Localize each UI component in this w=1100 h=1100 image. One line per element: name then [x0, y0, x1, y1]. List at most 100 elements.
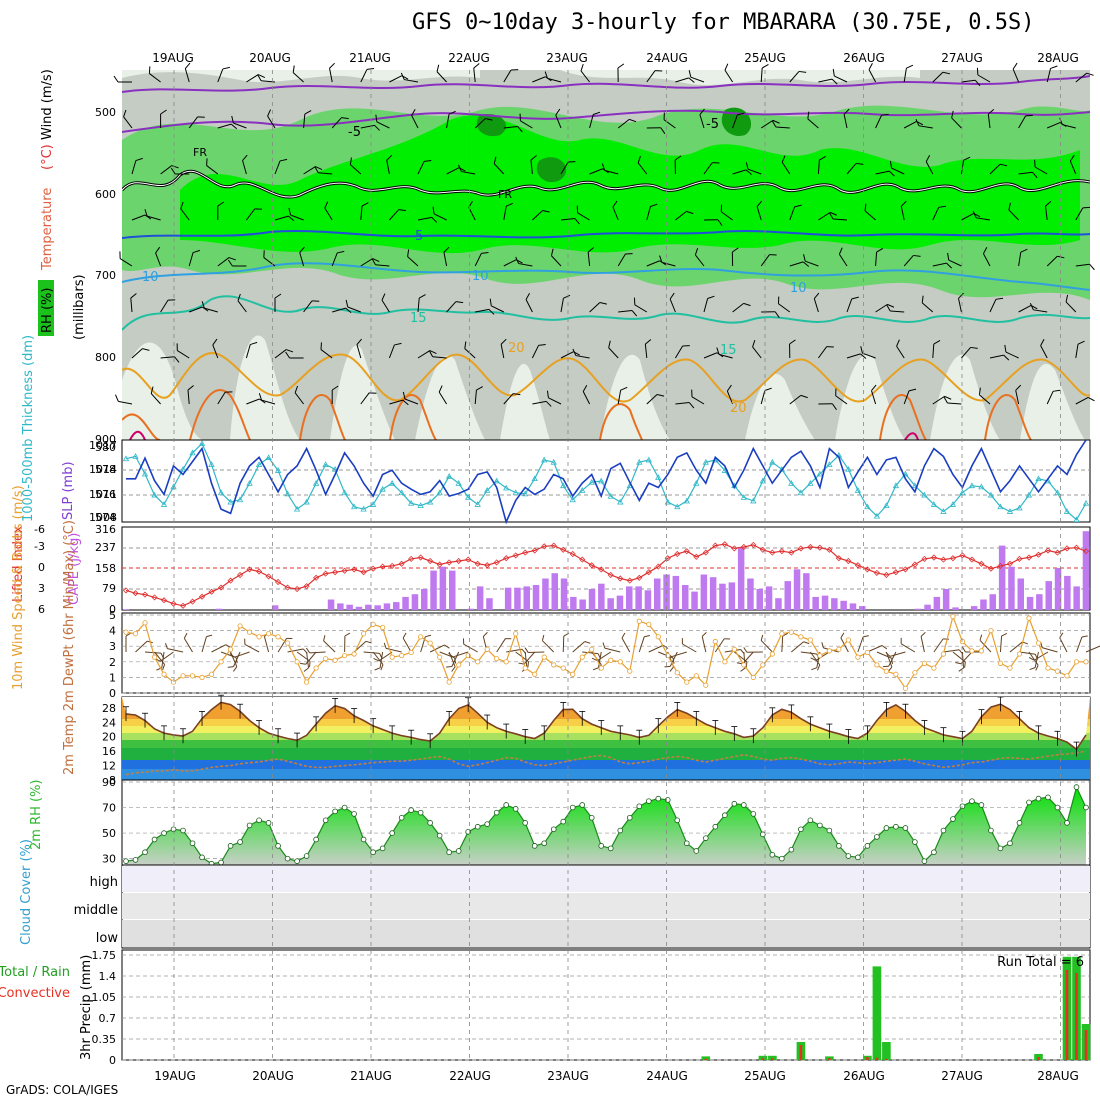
- wind-barb: [515, 256, 533, 267]
- surface-wind-barb: [885, 651, 906, 657]
- cape-bar: [747, 578, 754, 610]
- slp-tick: 1014: [89, 463, 117, 476]
- contour-label: 15: [410, 311, 427, 326]
- rh-axis-label: RH (%): [40, 288, 55, 333]
- wind-barb: [381, 293, 390, 313]
- li-point: [664, 555, 671, 562]
- wind-barb: [303, 166, 323, 175]
- wind-point: [674, 670, 680, 676]
- li-point: [484, 562, 491, 569]
- rh-point: [303, 853, 310, 859]
- wind-barb: [1075, 263, 1095, 271]
- rh-point: [427, 820, 433, 826]
- rh-point: [265, 820, 272, 826]
- surface-wind-barb: [373, 651, 393, 662]
- wind-barb: [123, 109, 133, 129]
- wind-barb: [875, 113, 889, 129]
- rh-point: [1083, 804, 1089, 811]
- surface-wind-barb: [323, 635, 336, 653]
- precip-convective-bar: [761, 1058, 765, 1060]
- rh-point: [674, 817, 681, 824]
- wind-point: [218, 659, 224, 665]
- surface-wind-barb: [1028, 651, 1049, 661]
- li-point: [826, 546, 833, 553]
- wind-barb: [868, 63, 877, 83]
- wind-point: [123, 629, 129, 635]
- wind-barb: [160, 165, 179, 175]
- wind-barbs: [113, 62, 1095, 410]
- wind-point: [798, 634, 804, 640]
- temperature-axis-label: Temperature: [40, 188, 55, 271]
- wind-point: [256, 634, 262, 640]
- cape-bar: [756, 589, 763, 610]
- wind-barb: [446, 301, 464, 313]
- wind-barb: [360, 67, 375, 83]
- rh-90-contour-fill: [180, 115, 1080, 254]
- rh-tick: 50: [102, 827, 116, 840]
- wind-barb: [716, 347, 733, 359]
- wind-barb: [150, 386, 161, 405]
- wind-barb: [576, 205, 590, 221]
- rh-point: [579, 802, 586, 808]
- date-label-bottom: 27AUG: [941, 1069, 983, 1083]
- wind-barb: [846, 162, 864, 175]
- rh-point: [779, 855, 785, 862]
- rh-point: [389, 830, 395, 836]
- isotherm-minus5: [122, 109, 1090, 133]
- wind-barb: [618, 310, 638, 317]
- slp-tick: 1008: [89, 511, 117, 524]
- li-point: [683, 548, 690, 555]
- li-point: [474, 560, 481, 567]
- li-point: [930, 554, 937, 561]
- li-point: [265, 573, 272, 580]
- li-point: [398, 560, 405, 567]
- rh-point: [550, 826, 557, 833]
- wind-yaxis: 0 1 2 3 4 5: [109, 609, 116, 700]
- cape-bar: [523, 586, 530, 610]
- precip-panel: 0 0.35 0.7 1.05 1.4 1.75 Run Total = 6 3hr Pr…: [0, 949, 1091, 1067]
- wind-barb: [726, 384, 734, 405]
- wind-barb: [560, 294, 571, 313]
- rh-dry-region: [415, 355, 485, 440]
- thickness-point: [959, 489, 966, 496]
- thickness-tick: 580: [95, 441, 116, 454]
- li-point: [1006, 560, 1014, 567]
- surface-wind-barb: [1076, 635, 1088, 653]
- wind-point: [237, 623, 243, 629]
- rh-point: [807, 817, 814, 824]
- temp-tick: 28: [102, 702, 116, 715]
- cape-bar: [588, 589, 596, 610]
- wind-barb: [130, 293, 137, 313]
- wind-barb: [674, 155, 682, 175]
- cape-bar: [691, 591, 698, 610]
- temperature-unit-label: (°C): [40, 144, 55, 170]
- rh-tick: 90: [102, 776, 116, 789]
- wind-point: [323, 656, 329, 662]
- thickness-point: [674, 503, 681, 510]
- rh-point: [617, 827, 624, 834]
- wind-point: [589, 646, 595, 652]
- thickness-tick: 574: [95, 511, 116, 524]
- precip-total-bar: [768, 1055, 777, 1060]
- rh-point: [541, 840, 548, 847]
- thickness-point: [455, 480, 462, 486]
- surface-wind-barb: [602, 642, 621, 653]
- date-label-top: 21AUG: [349, 51, 391, 65]
- thickness-point: [541, 456, 548, 463]
- wind-barb: [443, 246, 450, 267]
- thickness-point: [236, 496, 244, 503]
- date-label-bottom: 22AUG: [449, 1069, 491, 1083]
- wind-point: [170, 679, 177, 685]
- wind-tick: 3: [109, 640, 116, 653]
- thickness-point: [740, 494, 748, 500]
- wind-point: [1073, 659, 1080, 665]
- thickness-point: [379, 485, 386, 492]
- surface-wind-barb: [429, 644, 450, 653]
- cape-bar: [271, 605, 279, 610]
- rh-point: [845, 853, 852, 859]
- date-label-top: 26AUG: [843, 51, 885, 65]
- wind-barb: [601, 163, 619, 175]
- wind-barb: [345, 299, 361, 313]
- wind-barb: [503, 393, 521, 405]
- wind-barb: [288, 207, 304, 221]
